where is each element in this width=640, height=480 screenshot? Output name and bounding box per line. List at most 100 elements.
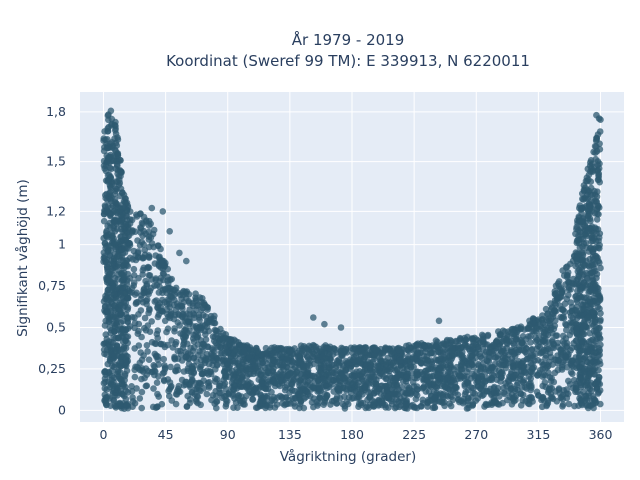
data-point bbox=[271, 371, 278, 379]
data-point bbox=[455, 396, 463, 404]
data-point bbox=[268, 388, 275, 396]
data-point bbox=[559, 338, 567, 345]
data-point bbox=[454, 391, 462, 399]
data-point bbox=[558, 366, 566, 373]
data-point bbox=[295, 379, 303, 386]
data-point bbox=[133, 299, 140, 306]
data-point bbox=[138, 367, 146, 374]
data-point bbox=[148, 318, 155, 325]
data-point bbox=[168, 337, 175, 344]
data-point bbox=[559, 403, 566, 410]
data-point bbox=[586, 162, 594, 169]
data-point bbox=[551, 288, 559, 295]
data-point bbox=[535, 342, 542, 350]
data-point bbox=[182, 333, 189, 341]
data-point bbox=[507, 347, 515, 354]
data-point bbox=[141, 374, 148, 382]
data-point bbox=[520, 367, 528, 375]
data-point bbox=[249, 396, 256, 403]
data-point bbox=[226, 336, 234, 344]
data-point bbox=[592, 137, 600, 144]
data-point bbox=[583, 269, 591, 277]
data-point bbox=[151, 340, 159, 347]
data-point bbox=[510, 363, 517, 370]
data-point bbox=[470, 390, 477, 397]
data-point bbox=[256, 400, 264, 407]
data-point bbox=[123, 402, 131, 409]
data-point bbox=[102, 292, 109, 300]
data-point bbox=[213, 331, 220, 338]
data-point bbox=[128, 383, 135, 390]
data-point bbox=[341, 402, 349, 410]
data-point bbox=[105, 154, 112, 162]
x-axis-label: Vågriktning (grader) bbox=[280, 448, 417, 465]
data-point bbox=[595, 331, 602, 339]
data-point bbox=[529, 354, 536, 361]
data-point bbox=[412, 390, 420, 397]
data-point bbox=[245, 378, 252, 386]
data-point bbox=[298, 370, 306, 378]
data-point bbox=[129, 256, 136, 263]
data-point bbox=[596, 178, 603, 186]
data-point bbox=[527, 333, 534, 340]
data-point bbox=[596, 146, 604, 153]
data-point bbox=[595, 345, 603, 352]
data-point bbox=[551, 369, 559, 377]
data-point bbox=[239, 373, 246, 381]
data-point bbox=[228, 367, 236, 375]
y-tick-label: 0,25 bbox=[38, 361, 66, 376]
data-point bbox=[167, 276, 174, 284]
data-point bbox=[591, 318, 599, 326]
data-point bbox=[182, 325, 189, 333]
data-point bbox=[577, 396, 584, 404]
data-point bbox=[585, 187, 593, 195]
data-point bbox=[533, 336, 541, 344]
data-point bbox=[579, 249, 587, 257]
data-point bbox=[106, 318, 113, 326]
data-point bbox=[101, 391, 109, 399]
data-point bbox=[482, 401, 490, 409]
data-point bbox=[273, 362, 281, 369]
data-point bbox=[310, 384, 318, 392]
data-point bbox=[133, 211, 140, 218]
x-tick-label: 90 bbox=[220, 427, 236, 442]
data-point bbox=[110, 313, 117, 321]
data-point bbox=[178, 303, 185, 310]
data-point bbox=[232, 338, 240, 345]
data-point bbox=[208, 345, 216, 352]
data-point bbox=[232, 399, 240, 406]
data-point bbox=[350, 356, 357, 363]
data-point bbox=[413, 368, 420, 376]
data-point bbox=[106, 324, 114, 331]
data-point bbox=[154, 313, 162, 321]
data-point bbox=[104, 112, 112, 119]
data-point bbox=[124, 270, 132, 278]
data-point bbox=[592, 237, 600, 245]
data-point bbox=[107, 183, 114, 190]
data-point bbox=[124, 304, 132, 311]
x-tick-label: 270 bbox=[464, 427, 488, 442]
data-point bbox=[111, 207, 119, 215]
data-point bbox=[584, 280, 591, 288]
data-point bbox=[385, 404, 392, 411]
data-point bbox=[342, 367, 350, 374]
data-point bbox=[378, 382, 386, 390]
data-point bbox=[577, 218, 585, 225]
data-point bbox=[539, 315, 546, 323]
data-point bbox=[203, 317, 211, 325]
data-point bbox=[591, 224, 599, 231]
data-point bbox=[457, 344, 464, 352]
data-point bbox=[234, 377, 241, 384]
data-point bbox=[230, 404, 237, 412]
data-point bbox=[470, 341, 477, 349]
data-point bbox=[403, 373, 411, 380]
data-point bbox=[310, 314, 317, 321]
data-point bbox=[551, 297, 559, 304]
data-point bbox=[141, 314, 149, 322]
data-point bbox=[582, 373, 589, 380]
data-point bbox=[588, 234, 595, 242]
data-point bbox=[406, 386, 413, 394]
data-point bbox=[541, 379, 549, 386]
data-point bbox=[517, 402, 525, 409]
data-point bbox=[362, 344, 370, 351]
